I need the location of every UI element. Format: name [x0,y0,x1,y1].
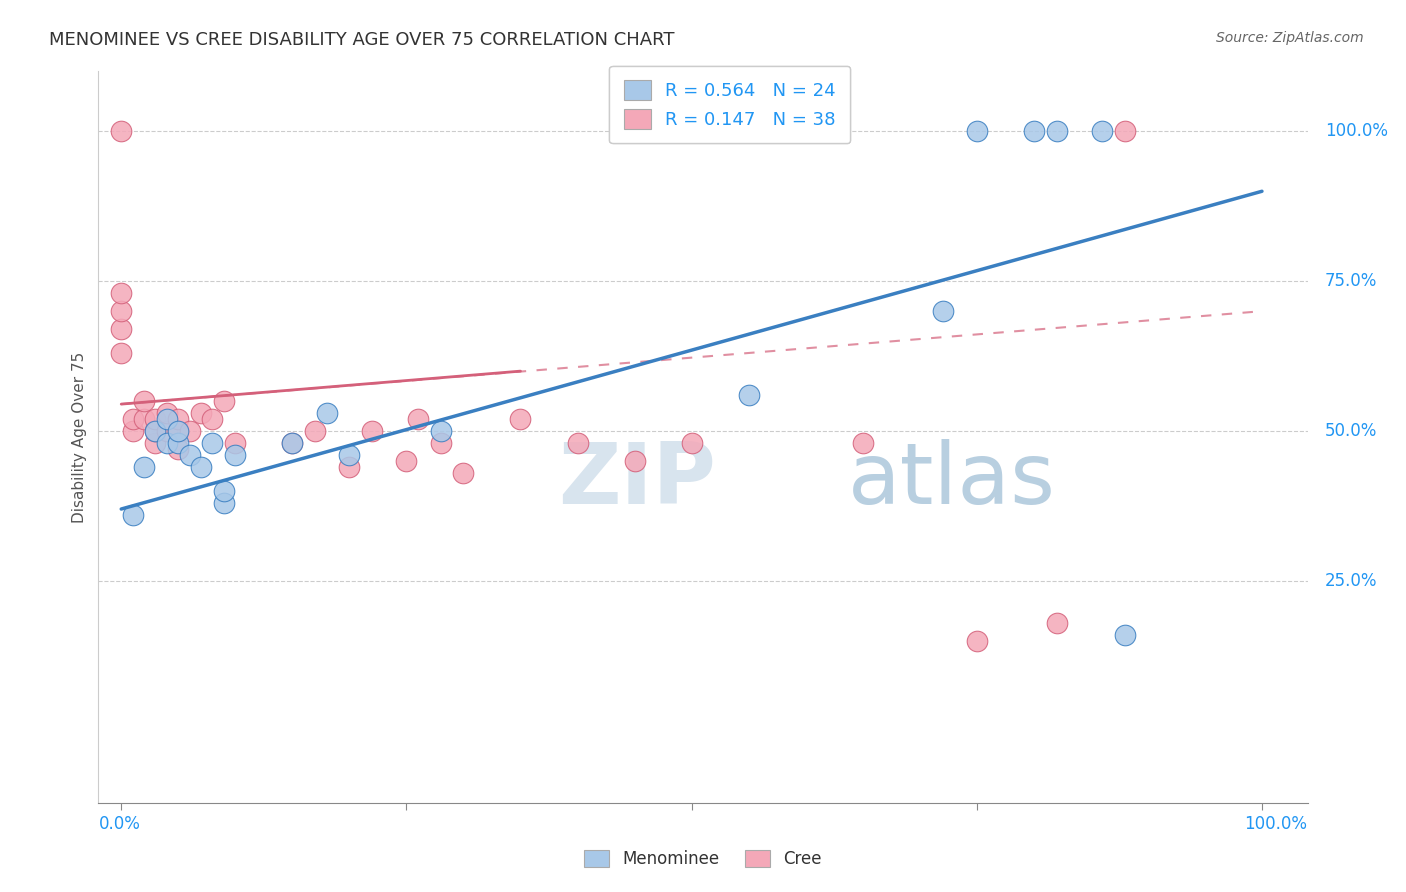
Point [167,436,190,450]
Point [395,454,418,468]
Point [110,304,132,318]
Point [224,436,246,450]
Point [132,394,155,409]
Point [132,412,155,426]
Point [429,436,451,450]
Point [201,436,224,450]
Point [167,424,190,438]
Text: 50.0%: 50.0% [1324,422,1376,440]
Point [121,424,143,438]
Y-axis label: Disability Age Over 75: Disability Age Over 75 [72,351,87,523]
Point [966,634,988,648]
Point [453,466,475,480]
Point [224,448,246,462]
Point [145,412,167,426]
Point [110,346,132,360]
Point [121,412,143,426]
Point [429,424,451,438]
Point [110,286,132,301]
Point [132,460,155,475]
Text: MENOMINEE VS CREE DISABILITY AGE OVER 75 CORRELATION CHART: MENOMINEE VS CREE DISABILITY AGE OVER 75… [49,31,675,49]
Point [156,424,179,438]
Legend: Menominee, Cree: Menominee, Cree [578,843,828,875]
Point [190,460,212,475]
Point [931,304,953,318]
Text: 75.0%: 75.0% [1324,272,1376,290]
Point [623,454,645,468]
Text: 25.0%: 25.0% [1324,572,1378,590]
Text: ZIP: ZIP [558,440,716,523]
Point [156,406,179,420]
Point [1046,615,1069,630]
Point [179,424,201,438]
Point [406,412,429,426]
Point [966,124,988,138]
Point [737,388,759,402]
Point [190,406,212,420]
Text: atlas: atlas [848,440,1056,523]
Text: 100.0%: 100.0% [1244,814,1308,833]
Point [304,424,326,438]
Point [315,406,337,420]
Point [681,436,703,450]
Text: 100.0%: 100.0% [1324,122,1388,140]
Point [1022,124,1045,138]
Point [281,436,304,450]
Point [1114,124,1136,138]
Point [852,436,875,450]
Point [1046,124,1069,138]
Point [145,436,167,450]
Point [110,322,132,336]
Point [337,448,360,462]
Point [110,124,132,138]
Point [212,394,235,409]
Point [167,412,190,426]
Text: Source: ZipAtlas.com: Source: ZipAtlas.com [1216,31,1364,45]
Text: 0.0%: 0.0% [98,814,141,833]
Point [121,508,143,522]
Point [1091,124,1114,138]
Point [167,442,190,456]
Point [509,412,531,426]
Point [167,424,190,438]
Point [337,460,360,475]
Point [145,424,167,438]
Point [1114,628,1136,642]
Legend: R = 0.564   N = 24, R = 0.147   N = 38: R = 0.564 N = 24, R = 0.147 N = 38 [609,66,851,144]
Point [281,436,304,450]
Point [212,496,235,510]
Point [156,412,179,426]
Point [201,412,224,426]
Point [361,424,384,438]
Point [212,483,235,498]
Point [156,436,179,450]
Point [179,448,201,462]
Point [145,424,167,438]
Point [567,436,589,450]
